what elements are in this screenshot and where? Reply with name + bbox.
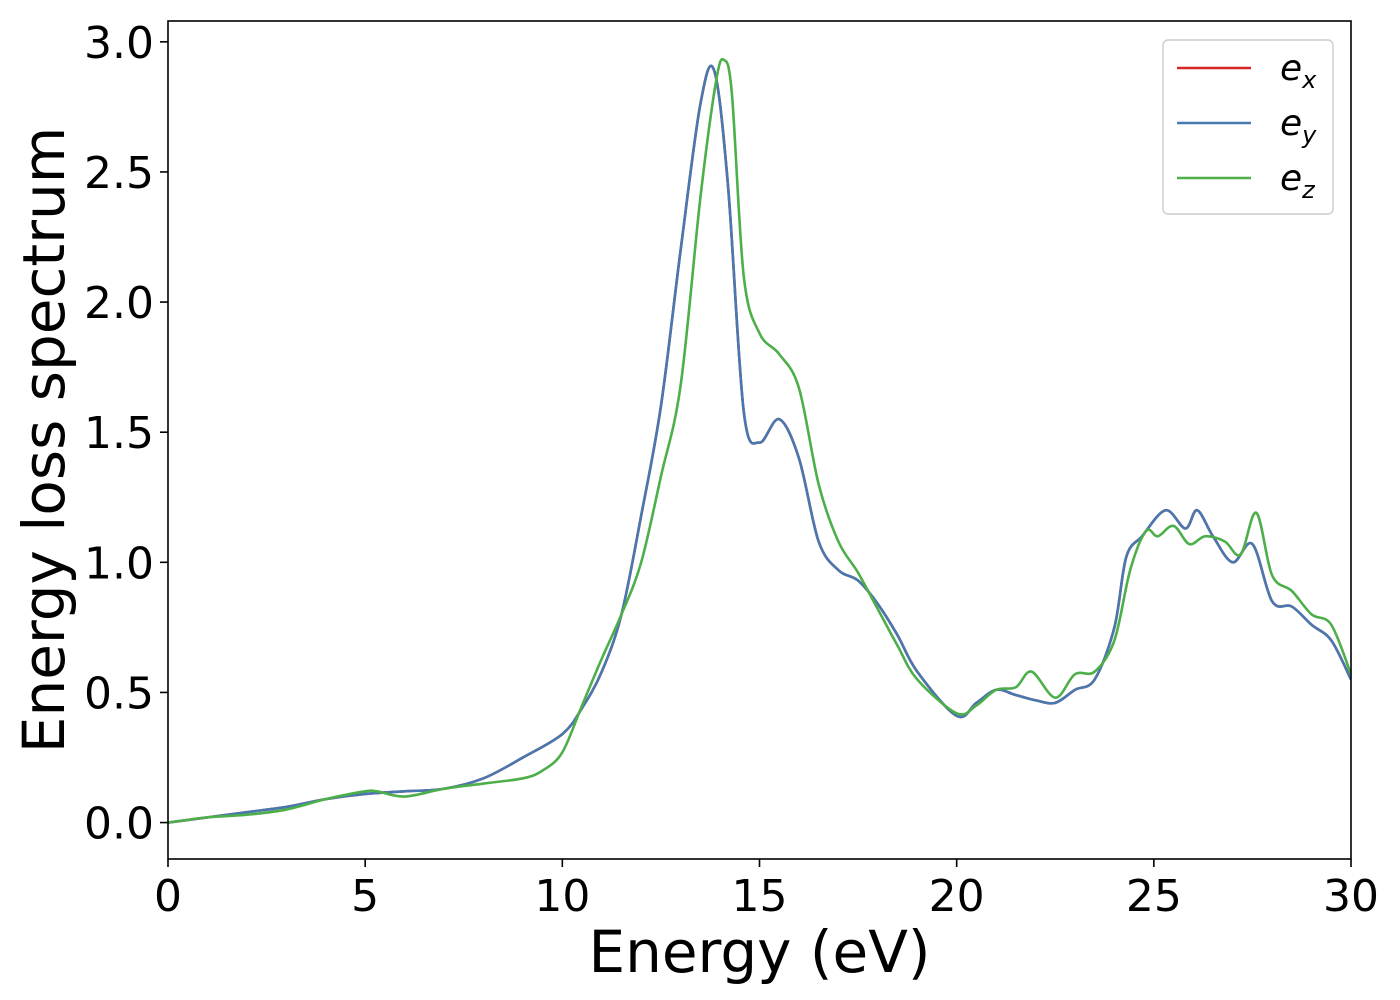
x-tick-label: 15: [732, 871, 788, 922]
series-line-e-z: [168, 57, 1351, 824]
series-line-e-y: [168, 64, 1351, 824]
y-tick-label: 2.5: [84, 148, 154, 199]
y-tick-label: 1.5: [84, 408, 154, 459]
y-tick-label: 3.0: [84, 18, 154, 69]
legend-label-e-x: ex: [1280, 48, 1317, 94]
x-axis-title: Energy (eV): [588, 918, 930, 986]
y-tick-label: 0.0: [84, 799, 154, 850]
x-tick-label: 25: [1126, 871, 1182, 922]
x-tick-label: 10: [534, 871, 590, 922]
legend-label-e-y: ey: [1280, 103, 1317, 149]
legend-box: [1162, 39, 1334, 215]
legend: ex ey ez: [1162, 39, 1334, 215]
y-tick-label: 2.0: [84, 278, 154, 329]
x-tick-label: 5: [351, 871, 379, 922]
series-layer: [168, 57, 1351, 824]
x-tick-label: 20: [929, 871, 985, 922]
x-tick-label: 30: [1323, 871, 1379, 922]
y-tick-label: 0.5: [84, 668, 154, 719]
y-axis-ticks: 0.0 0.5 1.0 1.5 2.0 2.5 3.0: [84, 18, 168, 850]
y-axis-title: Energy loss spectrum: [10, 127, 78, 753]
legend-label-e-z: ez: [1280, 158, 1316, 204]
y-tick-label: 1.0: [84, 538, 154, 589]
x-axis-ticks: 0 5 10 15 20 25 30: [154, 859, 1379, 922]
x-tick-label: 0: [154, 871, 182, 922]
